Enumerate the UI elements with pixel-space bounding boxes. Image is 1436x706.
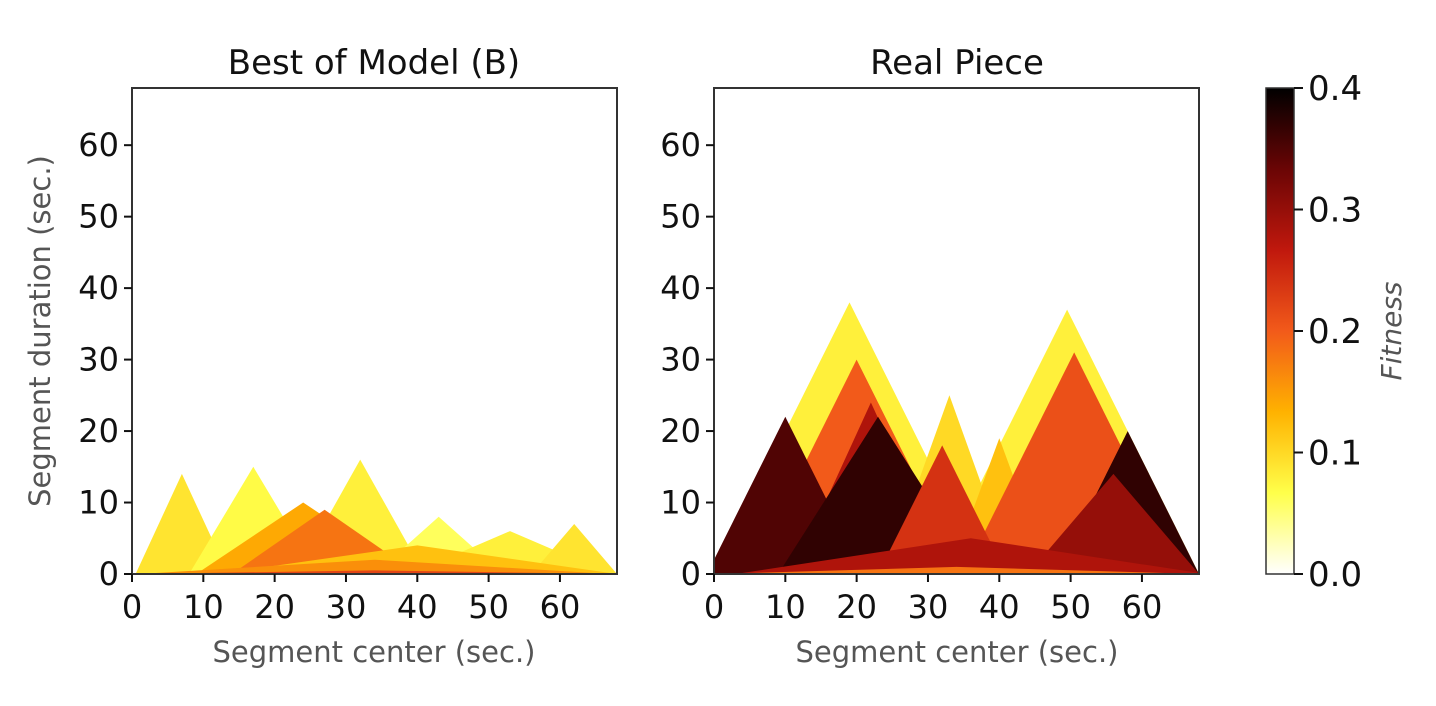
y-tick-label: 10: [660, 484, 701, 522]
x-tick-label: 50: [1050, 588, 1091, 626]
x-axis-ticks: 0 10 20 30 40 50 60: [704, 574, 1162, 626]
colorbar-tick-label: 0.2: [1308, 312, 1362, 352]
y-tick-label: 30: [78, 341, 119, 379]
heatmap-region: [1027, 473, 1199, 574]
x-axis-ticks: 0 10 20 30 40 50 60: [122, 574, 580, 626]
y-tick-label: 40: [660, 269, 701, 307]
y-tick-label: 0: [99, 555, 119, 593]
panel-best-of-model: Best of Model (B) 0 10 20 30 40 50 60 0 10 20 30 4…: [23, 43, 618, 669]
y-tick-label: 0: [681, 555, 701, 593]
panel-title: Best of Model (B): [228, 43, 520, 83]
y-tick-label: 20: [78, 412, 119, 450]
x-tick-label: 10: [183, 588, 224, 626]
x-tick-label: 60: [1122, 588, 1163, 626]
y-tick-label: 50: [660, 198, 701, 236]
y-tick-label: 40: [78, 269, 119, 307]
y-tick-label: 50: [78, 198, 119, 236]
x-tick-label: 30: [908, 588, 949, 626]
x-axis-label: Segment center (sec.): [796, 635, 1119, 669]
colorbar: 0.0 0.1 0.2 0.3 0.4 Fitness: [1265, 69, 1408, 595]
x-tick-label: 30: [326, 588, 367, 626]
plot-frame: [713, 87, 1200, 575]
x-tick-label: 40: [979, 588, 1020, 626]
heatmap-region: [139, 559, 610, 574]
x-tick-label: 50: [468, 588, 509, 626]
heatmap-region: [735, 538, 1199, 574]
colorbar-tick-label: 0.3: [1308, 191, 1362, 231]
y-tick-label: 60: [78, 126, 119, 164]
y-tick-label: 60: [660, 126, 701, 164]
colorbar-gradient: [1265, 87, 1295, 575]
x-tick-label: 0: [704, 588, 724, 626]
y-axis-label: Segment duration (sec.): [23, 155, 57, 507]
y-axis-ticks: 0 10 20 30 40 50 60: [660, 126, 714, 593]
x-tick-label: 60: [540, 588, 581, 626]
x-tick-label: 20: [836, 588, 877, 626]
colorbar-tick-label: 0.4: [1308, 69, 1362, 109]
heatmap-region: [714, 566, 1199, 574]
x-tick-label: 20: [254, 588, 295, 626]
y-tick-label: 30: [660, 341, 701, 379]
colorbar-tick-label: 0.1: [1308, 434, 1362, 474]
x-tick-label: 0: [122, 588, 142, 626]
y-tick-label: 10: [78, 484, 119, 522]
heatmap-area: [714, 302, 1199, 574]
plot-frame: [131, 87, 618, 575]
colorbar-ticks: 0.0 0.1 0.2 0.3 0.4: [1294, 69, 1362, 595]
colorbar-tick-label: 0.0: [1308, 555, 1362, 595]
panel-title: Real Piece: [870, 43, 1044, 83]
y-axis-ticks: 0 10 20 30 40 50 60: [78, 126, 132, 593]
colorbar-label: Fitness: [1375, 281, 1408, 380]
heatmap-region: [531, 524, 617, 574]
x-tick-label: 10: [765, 588, 806, 626]
x-tick-label: 40: [397, 588, 438, 626]
panel-real-piece: Real Piece 0 10 20 30 40 50 60 0 10 20 30 40 50 60 S…: [660, 43, 1200, 669]
x-axis-label: Segment center (sec.): [213, 635, 536, 669]
y-tick-label: 20: [660, 412, 701, 450]
